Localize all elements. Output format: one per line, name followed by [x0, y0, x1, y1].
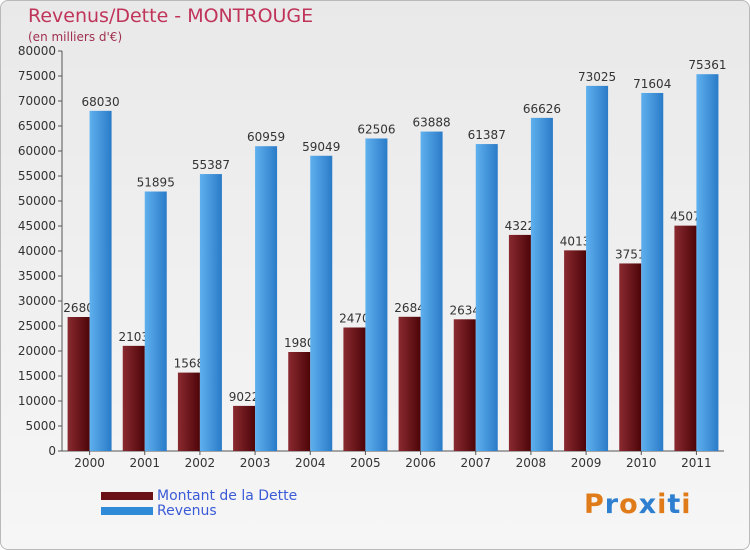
y-tick-label: 20000 — [18, 344, 56, 358]
bar-dette — [619, 263, 642, 451]
data-label-revenus: 62506 — [357, 122, 395, 136]
data-label-dette: 9022 — [229, 390, 260, 404]
bar-revenus — [641, 92, 664, 451]
x-tick-label: 2007 — [460, 456, 491, 470]
data-label-revenus: 63888 — [412, 116, 450, 130]
data-label-revenus: 71604 — [633, 77, 671, 91]
x-tick-label: 2010 — [626, 456, 657, 470]
bar-revenus — [365, 138, 388, 451]
x-tick-label: 2002 — [185, 456, 216, 470]
x-tick-label: 2005 — [350, 456, 381, 470]
bar-dette — [233, 405, 256, 451]
data-label-dette: 2634 — [449, 303, 480, 317]
y-tick-label: 65000 — [18, 119, 56, 133]
data-label-dette: 3751 — [615, 247, 646, 261]
y-tick-label: 25000 — [18, 319, 56, 333]
y-tick-label: 75000 — [18, 69, 56, 83]
logo-letter: o — [619, 489, 639, 520]
legend-item-revenus: Revenus — [101, 502, 297, 519]
bar-dette — [453, 319, 476, 451]
y-tick-label: 55000 — [18, 169, 56, 183]
bar-dette — [288, 352, 311, 451]
data-label-dette: 2680 — [63, 301, 94, 315]
data-label-revenus: 73025 — [578, 70, 616, 84]
logo-letter: t — [667, 489, 682, 520]
legend-swatch-dette — [101, 491, 153, 500]
bar-revenus — [420, 131, 443, 451]
data-label-dette: 1980 — [284, 336, 315, 350]
y-tick-label: 5000 — [25, 419, 56, 433]
logo-letter: r — [604, 489, 620, 520]
bar-revenus — [696, 74, 719, 451]
bar-revenus — [144, 191, 167, 451]
logo-letter: x — [638, 489, 658, 520]
bar-revenus — [530, 117, 553, 452]
bar-revenus — [89, 110, 112, 451]
legend-label-dette: Montant de la Dette — [157, 487, 298, 504]
bar-dette — [508, 234, 531, 451]
y-tick-label: 30000 — [18, 294, 56, 308]
x-tick-label: 2000 — [74, 456, 105, 470]
data-label-revenus: 66626 — [523, 102, 561, 116]
y-tick-label: 80000 — [18, 44, 56, 58]
data-label-revenus: 59049 — [302, 140, 340, 154]
bar-dette — [343, 327, 366, 451]
y-tick-label: 0 — [48, 444, 56, 458]
bar-revenus — [475, 144, 498, 451]
bar-dette — [674, 225, 697, 451]
y-tick-label: 60000 — [18, 144, 56, 158]
bar-revenus — [586, 85, 609, 451]
y-tick-label: 50000 — [18, 194, 56, 208]
data-label-revenus: 55387 — [192, 158, 230, 172]
data-label-dette: 2684 — [394, 301, 425, 315]
x-tick-label: 2006 — [405, 456, 436, 470]
y-tick-label: 10000 — [18, 394, 56, 408]
chart-legend: Montant de la Dette Revenus — [101, 487, 298, 519]
data-label-dette: 4507 — [670, 210, 701, 224]
legend-item-dette: Montant de la Dette — [101, 487, 298, 504]
bar-dette — [177, 372, 200, 451]
legend-label-revenus: Revenus — [157, 502, 217, 519]
bar-dette — [67, 317, 90, 451]
data-label-revenus: 51895 — [137, 176, 175, 190]
x-tick-label: 2011 — [681, 456, 712, 470]
data-label-revenus: 60959 — [247, 130, 285, 144]
data-label-revenus: 61387 — [468, 128, 506, 142]
proxiti-logo: Proxiti — [584, 489, 692, 520]
data-label-dette: 1568 — [174, 357, 205, 371]
data-label-dette: 4013 — [560, 234, 591, 248]
bar-revenus — [199, 174, 222, 451]
bar-revenus — [310, 155, 333, 451]
x-tick-label: 2001 — [129, 456, 160, 470]
x-tick-label: 2004 — [295, 456, 326, 470]
data-label-revenus: 68030 — [81, 95, 119, 109]
x-tick-label: 2003 — [240, 456, 271, 470]
bar-dette — [398, 316, 421, 451]
data-label-dette: 2470 — [339, 312, 370, 326]
y-tick-label: 35000 — [18, 269, 56, 283]
legend-swatch-revenus — [101, 506, 153, 515]
y-tick-label: 45000 — [18, 219, 56, 233]
chart-title: Revenus/Dette - MONTROUGE — [28, 5, 314, 27]
x-tick-label: 2008 — [516, 456, 547, 470]
bar-revenus — [255, 146, 278, 451]
bar-dette — [122, 345, 145, 451]
logo-letter: i — [681, 489, 692, 520]
y-tick-label: 70000 — [18, 94, 56, 108]
logo-letter: i — [657, 489, 668, 520]
data-label-revenus: 75361 — [688, 58, 726, 72]
bar-dette — [564, 250, 587, 451]
y-tick-label: 15000 — [18, 369, 56, 383]
data-label-dette: 2103 — [118, 330, 149, 344]
logo-letter: P — [584, 489, 605, 520]
x-tick-label: 2009 — [571, 456, 602, 470]
chart-subtitle: (en milliers d'€) — [28, 30, 123, 44]
data-label-dette: 4322 — [505, 219, 536, 233]
y-tick-label: 40000 — [18, 244, 56, 258]
